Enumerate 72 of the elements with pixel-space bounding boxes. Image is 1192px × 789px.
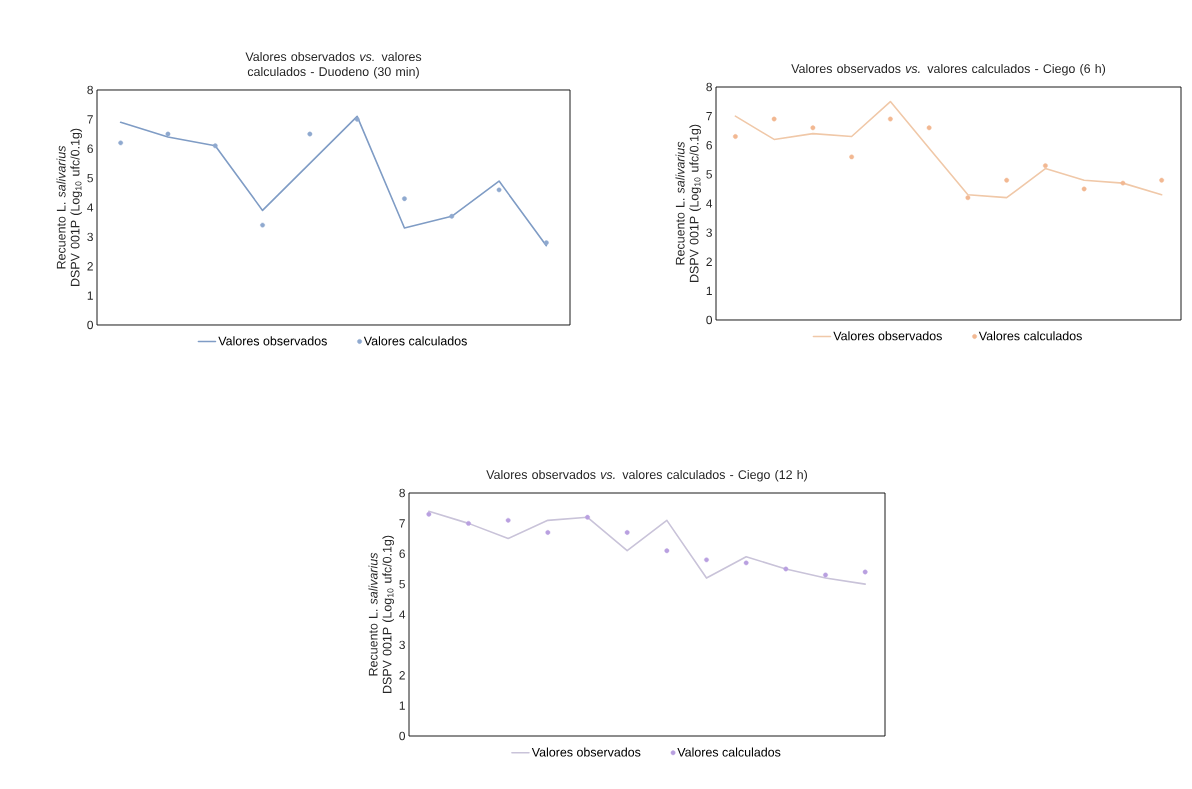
point	[466, 520, 471, 526]
y-tick-label: 6	[87, 144, 93, 153]
point	[1081, 186, 1087, 192]
legend-label: Valores observados	[531, 747, 641, 757]
point	[585, 514, 590, 520]
point	[260, 222, 265, 228]
point	[887, 116, 893, 122]
line-series	[734, 100, 1163, 199]
point	[743, 560, 749, 566]
y-tick-label: 0	[87, 320, 94, 330]
y-tick-label: 7	[399, 519, 405, 528]
point	[862, 569, 868, 575]
y-tick-label: 8	[399, 488, 405, 498]
point	[1159, 177, 1165, 183]
chart-title: Valores observados vs. valores calculados - Ciego (12 h)	[486, 469, 807, 482]
y-tick-label: 4	[87, 203, 94, 212]
y-tick-label: 1	[399, 701, 405, 710]
point	[823, 572, 828, 578]
point	[810, 125, 816, 131]
point	[771, 116, 777, 122]
legend-label: Valores calculados	[677, 747, 781, 757]
point	[496, 187, 502, 193]
point	[354, 116, 360, 122]
point	[545, 530, 551, 535]
point	[165, 131, 171, 137]
y-tick-label: 4	[399, 610, 406, 619]
y-tick-label: 2	[706, 257, 712, 266]
y-tick-label: 7	[706, 112, 712, 121]
point	[118, 140, 124, 146]
y-tick-label: 4	[706, 199, 713, 208]
y-tick-label: 6	[706, 141, 712, 150]
point	[732, 134, 738, 139]
y-tick-label: 3	[399, 640, 405, 650]
y-tick-label: 5	[399, 579, 405, 589]
point	[449, 213, 455, 219]
point	[426, 511, 432, 517]
point	[505, 517, 511, 523]
y-tick-label: 3	[706, 228, 712, 237]
y-tick-label: 5	[706, 170, 712, 179]
point	[1004, 177, 1010, 183]
point	[1042, 163, 1048, 169]
chart-title: Valores observados vs. valores calculados - Duodeno (30 min)	[245, 51, 422, 79]
point	[212, 143, 218, 149]
legend-label: Valores calculados	[978, 331, 1082, 341]
point	[664, 548, 670, 554]
point	[307, 131, 313, 137]
y-tick-label: 3	[87, 232, 93, 242]
chart-title: Valores observados vs. valores calculados - Ciego (6 h)	[791, 63, 1106, 76]
legend-label: Valores observados	[218, 336, 327, 346]
point	[783, 566, 789, 572]
point	[402, 196, 407, 202]
point	[543, 240, 549, 246]
y-tick-label: 5	[87, 173, 93, 183]
point	[965, 195, 971, 201]
y-tick-label: 6	[399, 549, 405, 558]
y-tick-label: 0	[706, 315, 713, 325]
y-tick-label: 7	[87, 115, 93, 124]
y-tick-label: 2	[87, 262, 93, 271]
point	[1120, 180, 1126, 186]
y-tick-label: 2	[399, 671, 405, 680]
line-series	[428, 510, 866, 585]
point	[849, 154, 855, 160]
y-tick-label: 8	[87, 85, 93, 95]
y-tick-label: 0	[399, 731, 406, 741]
point	[624, 530, 630, 535]
y-tick-label: 1	[87, 291, 93, 300]
legend-label: Valores calculados	[363, 336, 467, 346]
y-tick-label: 1	[706, 286, 712, 295]
point	[926, 125, 932, 131]
y-tick-label: 8	[706, 82, 712, 92]
point	[704, 557, 709, 563]
legend-label: Valores observados	[833, 331, 942, 341]
